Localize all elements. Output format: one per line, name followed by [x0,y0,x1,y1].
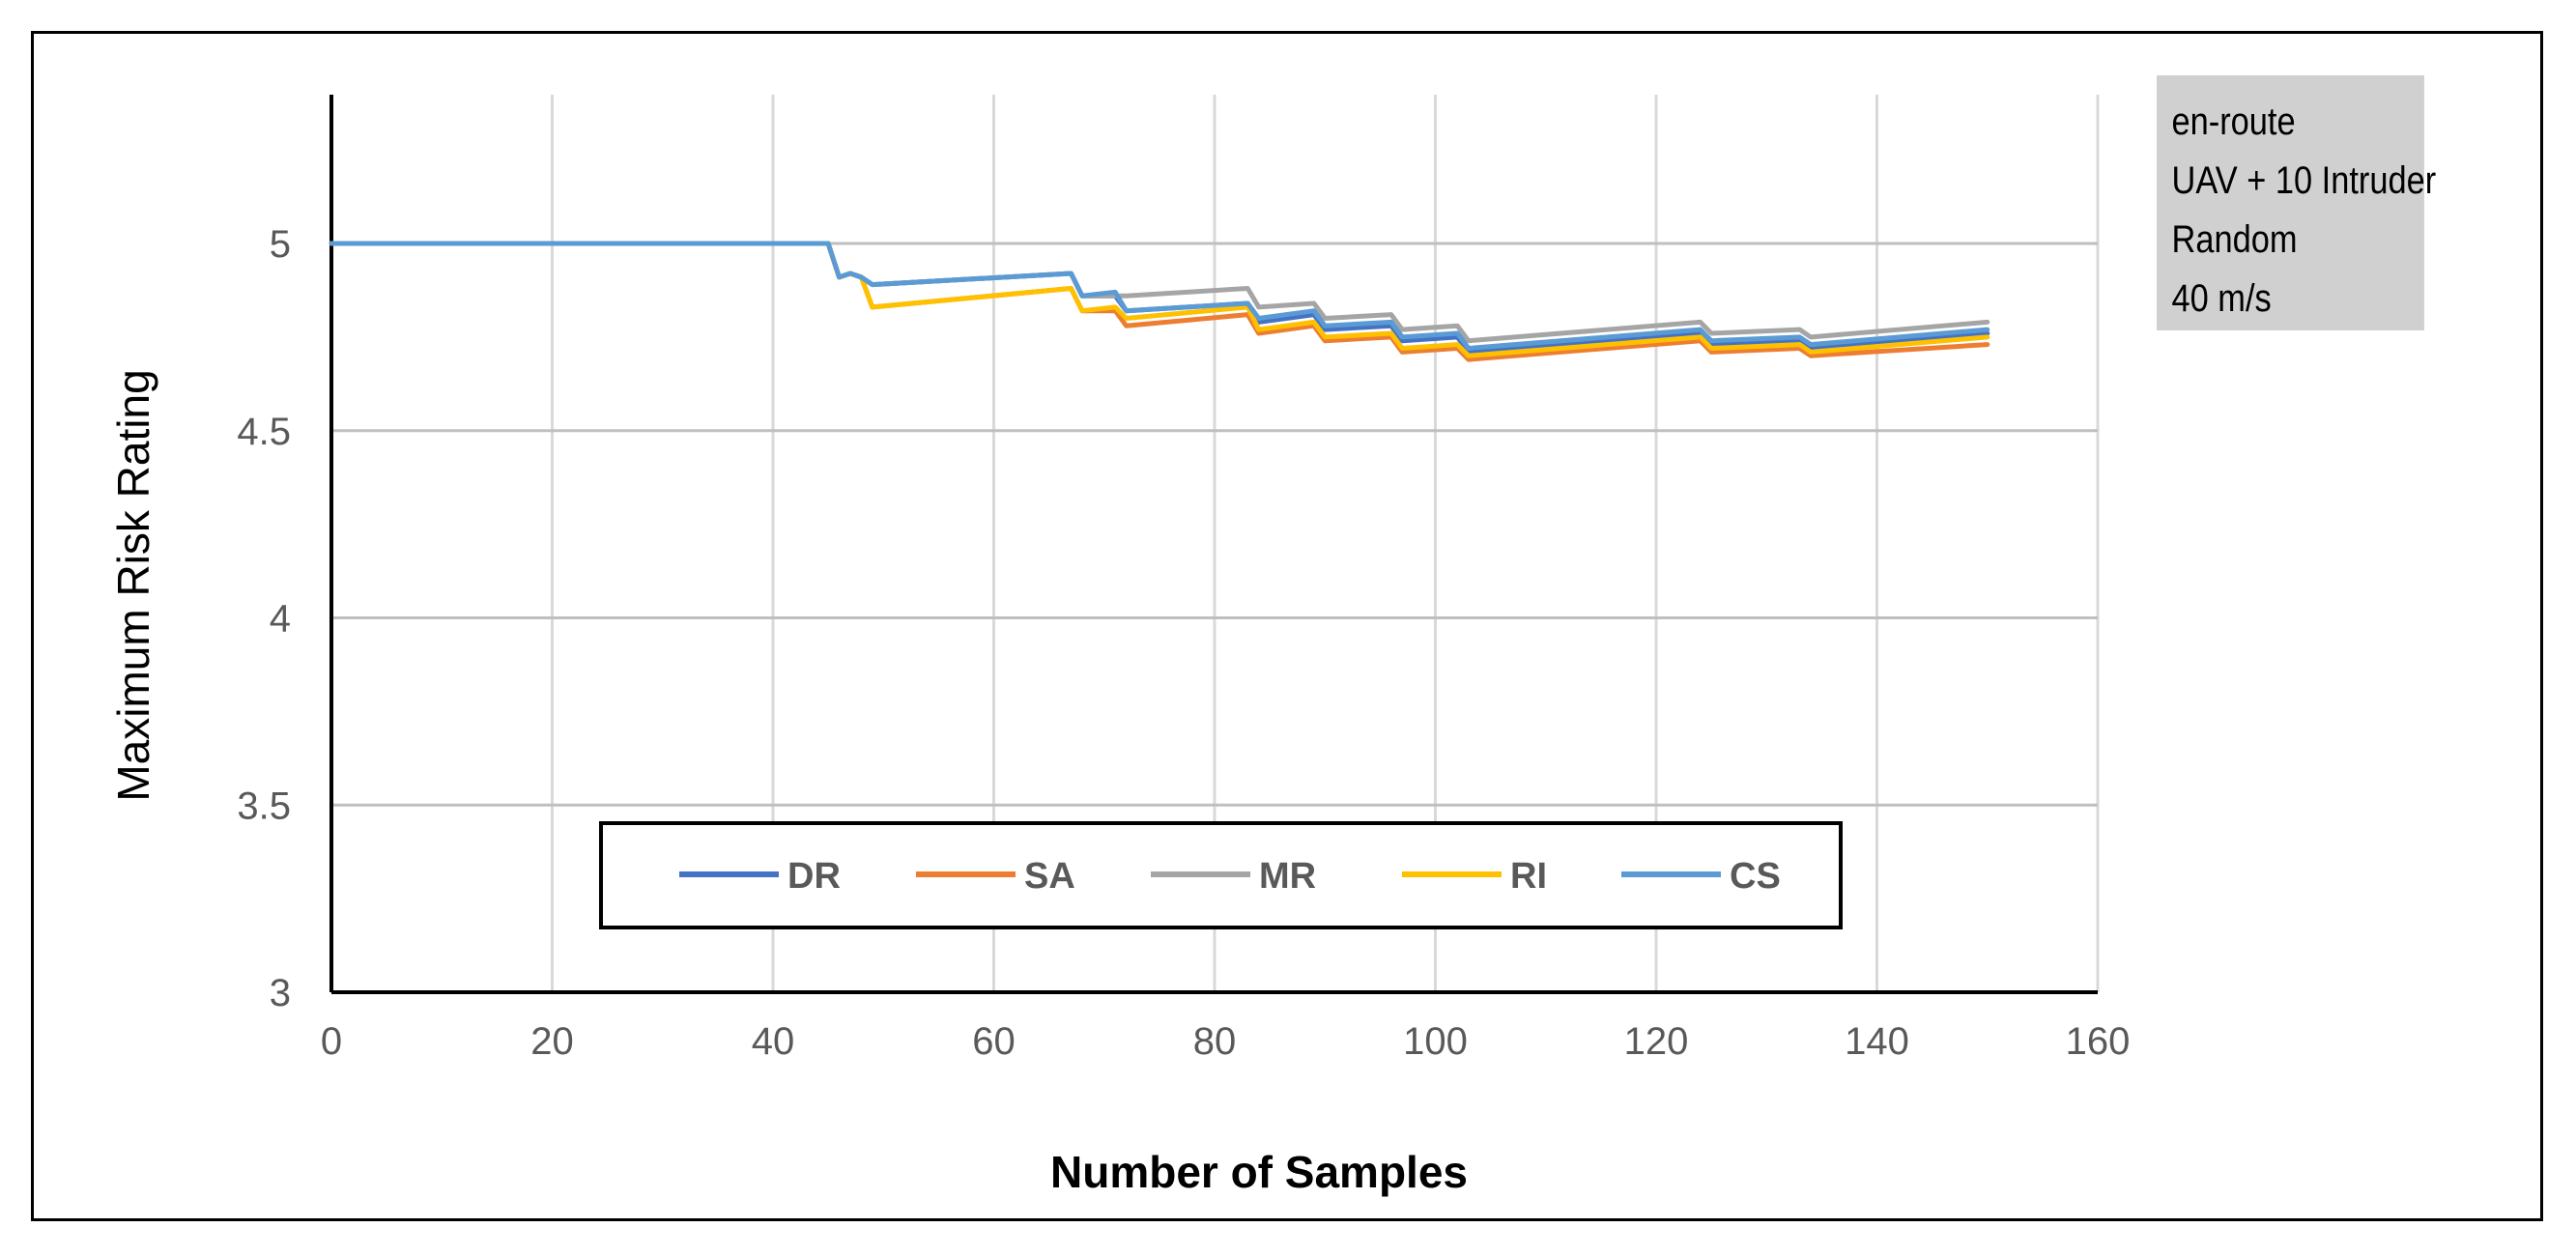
legend-label-dr: DR [787,856,841,897]
tick-labels: 0 20 40 60 80 100 120 140 160 3 3.5 4 4.5 5 [237,223,2130,1063]
series-line-mr [329,241,1990,344]
series-line-cs [329,241,1990,351]
legend-label-ri: RI [1510,856,1547,897]
series-lines [329,241,1990,362]
x-tick-label: 20 [530,1020,574,1063]
annotation-line: Random [2171,218,2298,261]
legend-label-cs: CS [1730,856,1781,897]
y-tick-label: 5 [270,223,291,266]
x-tick-label: 100 [1403,1020,1468,1063]
y-tick-label: 4.5 [237,411,291,453]
y-tick-label: 3 [270,972,291,1014]
x-tick-label: 140 [1845,1020,1909,1063]
legend-label-mr: MR [1259,856,1316,897]
chart-frame [31,31,2543,1221]
y-tick-label: 4 [270,598,291,641]
annotation-box: en-route UAV + 10 Intruder Random 40 m/s [2157,75,2437,330]
legend-label-sa: SA [1024,856,1075,897]
legend: DR SA MR RI CS [599,821,1843,929]
legend-items: DR SA MR RI CS [679,856,1781,897]
annotation-line: UAV + 10 Intruder [2171,159,2437,202]
y-axis-title: Maximum Risk Rating [108,369,158,801]
x-tick-label: 40 [752,1020,795,1063]
x-tick-label: 80 [1193,1020,1237,1063]
x-tick-label: 60 [972,1020,1016,1063]
annotation-line: en-route [2171,100,2296,143]
x-tick-label: 0 [321,1020,342,1063]
annotation-line: 40 m/s [2171,277,2272,320]
x-tick-label: 160 [2066,1020,2131,1063]
y-tick-label: 3.5 [237,785,291,827]
x-tick-label: 120 [1624,1020,1689,1063]
series-line-dr [329,241,1990,355]
x-axis-title: Number of Samples [1050,1147,1468,1197]
